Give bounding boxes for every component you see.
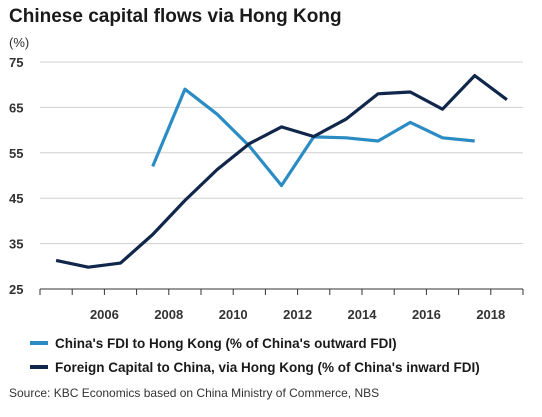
y-tick-label: 75 <box>9 55 23 70</box>
x-tick-label: 2010 <box>219 307 248 322</box>
y-tick-label: 55 <box>9 146 23 161</box>
legend-swatch-inward-fdi <box>30 365 48 369</box>
x-tick-label: 2006 <box>90 307 119 322</box>
y-tick-labels: 25 35 45 55 65 75 <box>9 55 23 297</box>
x-tick-label: 2016 <box>412 307 441 322</box>
legend: China's FDI to Hong Kong (% of China's o… <box>30 331 480 379</box>
x-axis: 2006 2008 2010 2012 2014 2016 2018 <box>39 288 524 322</box>
y-axis-unit: (%) <box>9 35 30 50</box>
x-tick-label: 2018 <box>476 307 505 322</box>
legend-swatch-outward-fdi <box>30 341 48 345</box>
legend-label-inward-fdi: Foreign Capital to China, via Hong Kong … <box>55 359 480 375</box>
legend-label-outward-fdi: China's FDI to Hong Kong (% of China's o… <box>55 335 397 351</box>
x-tick-label: 2012 <box>283 307 312 322</box>
x-tick-label: 2014 <box>348 307 378 322</box>
source-note: Source: KBC Economics based on China Min… <box>9 386 380 400</box>
y-tick-label: 35 <box>9 237 23 252</box>
series-line-1 <box>55 73 508 269</box>
y-tick-label: 25 <box>9 282 23 297</box>
legend-item-outward-fdi: China's FDI to Hong Kong (% of China's o… <box>30 331 480 355</box>
y-tick-label: 45 <box>9 191 23 206</box>
series-lines <box>55 73 508 269</box>
y-tick-label: 65 <box>9 100 23 115</box>
gridlines <box>40 61 523 245</box>
x-tick-label: 2008 <box>154 307 183 322</box>
chart-title: Chinese capital flows via Hong Kong <box>9 6 342 27</box>
legend-item-inward-fdi: Foreign Capital to China, via Hong Kong … <box>30 355 480 379</box>
